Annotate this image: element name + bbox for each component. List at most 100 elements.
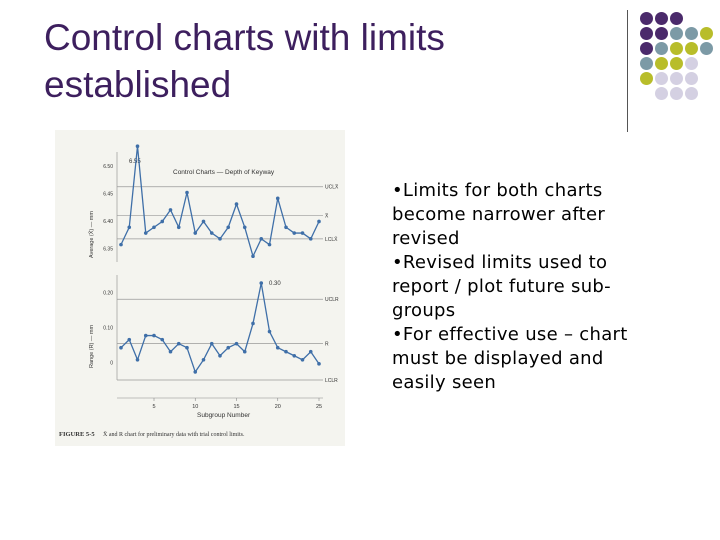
range-data-point: [193, 370, 198, 374]
bullet-item: •Revised limits used to report / plot fu…: [392, 252, 611, 321]
x-tick-label: 5: [152, 404, 155, 410]
bullet-item: •Limits for both charts become narrower …: [392, 180, 606, 249]
range-data-point: [267, 329, 272, 334]
decor-dot-teal: [655, 42, 668, 55]
decor-dot-olive: [670, 57, 683, 70]
slide-title: Control charts with limits established: [44, 14, 604, 108]
range-data-point: [251, 321, 255, 326]
bullet-item: •For effective use – chart must be displ…: [392, 324, 628, 393]
decor-dot-lavender: [670, 72, 683, 85]
decor-dot-lavender: [685, 57, 698, 70]
xbar-data-point: [226, 225, 231, 230]
range-y-tick-label: 0: [110, 361, 113, 367]
range-data-point: [135, 358, 140, 362]
xbar-data-point: [259, 237, 264, 241]
range-limit-label: R: [325, 342, 329, 348]
range-data-point: [259, 281, 264, 285]
xbar-data-point: [267, 242, 272, 247]
decor-dot-olive: [700, 27, 713, 40]
xbar-data-point: [135, 144, 140, 149]
slide-title-line-2: established: [44, 64, 232, 105]
decor-dot-purple: [670, 12, 683, 25]
xbar-limit-label: UCLX̄: [325, 184, 339, 191]
xbar-y-tick-label: 6.35: [103, 246, 113, 252]
decor-dot-purple: [655, 12, 668, 25]
range-y-tick-label: 0.10: [103, 326, 113, 332]
decor-dot-teal: [700, 42, 713, 55]
figure-scan: Control Charts — Depth of Keyway Average…: [55, 130, 345, 446]
decor-dot-olive: [640, 72, 653, 85]
range-limit-label: UCLR: [325, 297, 339, 303]
decor-dot-purple: [640, 12, 653, 25]
decor-dot-lavender: [670, 87, 683, 100]
xbar-data-point: [308, 237, 313, 241]
xbar-data-point: [218, 237, 222, 241]
slide-title-line-1: Control charts with limits: [44, 17, 445, 58]
chart-title: Control Charts — Depth of Keyway: [173, 169, 275, 176]
xbar-data-point: [242, 225, 247, 230]
decor-dot-purple: [640, 27, 653, 40]
xbar-data-point: [176, 225, 181, 230]
range-data-point: [292, 353, 297, 358]
xbar-data-point: [317, 219, 321, 224]
xbar-data-point: [119, 242, 123, 247]
xbar-data-point: [152, 225, 156, 230]
range-data-point: [218, 353, 222, 358]
range-data-point: [234, 341, 239, 346]
control-charts: Control Charts — Depth of Keyway Average…: [59, 144, 339, 438]
range-data-point: [300, 358, 305, 362]
xbar-data-point: [168, 208, 173, 212]
bullet-list: •Limits for both charts become narrower …: [392, 179, 672, 395]
range-data-point: [284, 349, 288, 354]
range-data-point: [185, 345, 189, 350]
decor-dot-purple: [655, 27, 668, 40]
xbar-data-point: [143, 231, 148, 235]
figure-caption-label: FIGURE 5-5: [59, 431, 95, 438]
x-tick-label: 20: [275, 404, 281, 410]
xbar-data-point: [193, 231, 198, 235]
range-data-point: [160, 337, 165, 342]
range-data-point: [242, 349, 247, 354]
figure-caption-text: X̄ and R chart for preliminary data with…: [103, 431, 245, 438]
decor-divider: [627, 10, 628, 132]
decor-dot-olive: [670, 42, 683, 55]
xbar-y-tick-label: 6.45: [103, 191, 113, 197]
range-data-point: [209, 341, 214, 346]
range-annotation: 0.30: [269, 281, 281, 287]
range-data-point: [143, 333, 148, 338]
range-data-point: [168, 349, 173, 354]
decor-dot-lavender: [655, 72, 668, 85]
decor-dot-teal: [670, 27, 683, 40]
range-data-point: [308, 349, 313, 354]
xbar-data-point: [160, 219, 165, 224]
x-tick-label: 25: [316, 404, 322, 410]
range-y-tick-label: 0.20: [103, 291, 113, 297]
range-series-line: [120, 282, 320, 374]
xbar-data-point: [209, 231, 214, 235]
range-limit-label: LCLR: [325, 378, 338, 384]
range-data-point: [317, 362, 321, 366]
xbar-ylabel: Average (X̄) — mm: [88, 211, 95, 258]
decor-dot-olive: [655, 57, 668, 70]
xbar-y-tick-label: 6.50: [103, 164, 113, 170]
x-tick-label: 15: [233, 404, 239, 410]
decor-dot-teal: [640, 57, 653, 70]
range-data-point: [275, 345, 280, 350]
range-data-point: [201, 358, 206, 362]
xbar-data-point: [292, 231, 297, 235]
range-data-point: [127, 337, 132, 342]
decor-dot-olive: [685, 42, 698, 55]
xbar-data-point: [300, 231, 305, 235]
xbar-limit-label: LCLX̄: [325, 236, 338, 243]
xbar-annotation: 6.55: [129, 159, 141, 165]
decor-dot-teal: [685, 27, 698, 40]
decor-dot-lavender: [655, 87, 668, 100]
xbar-limit-label: X̄: [325, 213, 329, 220]
xbar-data-point: [284, 225, 288, 230]
xbar-y-tick-label: 6.40: [103, 219, 113, 225]
range-ylabel: Range (R) — mm: [89, 324, 95, 368]
decor-dot-purple: [640, 42, 653, 55]
decor-dot-lavender: [685, 87, 698, 100]
decor-dot-lavender: [685, 72, 698, 85]
range-data-point: [176, 341, 181, 346]
